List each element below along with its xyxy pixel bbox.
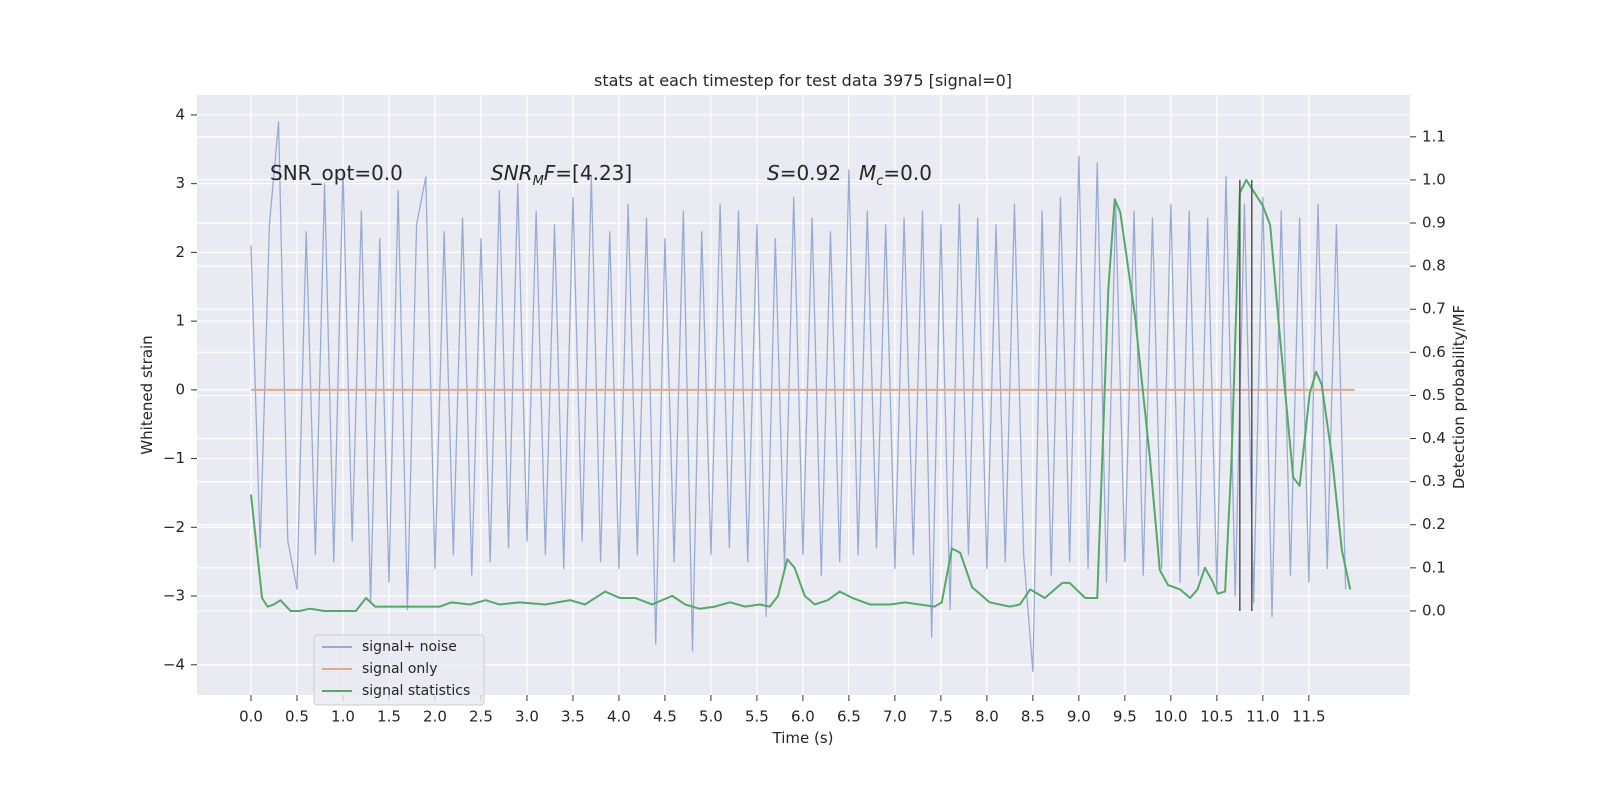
y2-tick-label: 0.6 — [1422, 343, 1446, 361]
annotation-part: F — [544, 161, 556, 185]
y2-tick-label: 0.2 — [1422, 515, 1446, 533]
annotation: S=0.92 — [767, 161, 841, 185]
annotation: Mc=0.0 — [859, 161, 932, 189]
y2-tick-label: 0.7 — [1422, 300, 1446, 318]
x-tick-label: 5.5 — [745, 708, 769, 726]
series-line — [249, 178, 1352, 612]
annotation-part: =[4.23] — [555, 161, 632, 185]
annotation: SNRMF=[4.23] — [491, 161, 632, 189]
marks: SNR_opt=0.0 SNRMF=[4.23] S=0.92 Mc=0.0 — [249, 121, 1355, 673]
y-tick-label: 1 — [175, 312, 185, 330]
y2-tick-label: 0.8 — [1422, 257, 1446, 275]
x-tick-label: 1.5 — [377, 708, 401, 726]
x-tick-label: 4.5 — [653, 708, 677, 726]
x-tick-label: 11.0 — [1246, 708, 1279, 726]
chart-title: stats at each timestep for test data 397… — [594, 71, 1012, 90]
x-tick-label: 8.0 — [975, 708, 999, 726]
x-tick-label: 5.0 — [699, 708, 723, 726]
axes: 0.0 0.5 1.0 1.5 2.0 2.5 3.0 3.5 4.0 4.5 5.0 5.5 6.0 6… — [163, 105, 1446, 725]
annotation-part: c — [876, 174, 883, 189]
x-tick-label: 2.5 — [469, 708, 493, 726]
x-tick-label: 9.0 — [1067, 708, 1091, 726]
x-tick-label: 6.0 — [791, 708, 815, 726]
y-tick-label: −1 — [163, 449, 185, 467]
y2-tick-label: 0.5 — [1422, 386, 1446, 404]
annotation-part: M — [859, 161, 876, 185]
annotation-part: SNR_opt=0.0 — [270, 161, 403, 185]
y2-tick-label: 0.1 — [1422, 558, 1446, 576]
annotation-part: SNR — [491, 161, 533, 185]
x-tick-label: 1.0 — [331, 708, 355, 726]
y2-tick-label: 0.4 — [1422, 429, 1446, 447]
y-tick-label: 2 — [175, 243, 185, 261]
y-tick-label: 0 — [175, 380, 185, 398]
x-tick-label: 10.5 — [1200, 708, 1233, 726]
series-line — [250, 121, 1347, 673]
x-tick-label: 11.5 — [1292, 708, 1325, 726]
y-tick-label: −3 — [163, 587, 185, 605]
y-axis-label: Whitened strain — [138, 335, 156, 454]
x-tick-label: 0.0 — [239, 708, 263, 726]
x-tick-label: 4.0 — [607, 708, 631, 726]
y2-tick-label: 0.9 — [1422, 214, 1446, 232]
x-tick-label: 2.0 — [423, 708, 447, 726]
annotation-part: S — [767, 161, 780, 185]
x-axis-label: Time (s) — [772, 729, 834, 747]
y2-tick-label: 0.0 — [1422, 601, 1446, 619]
legend: signal+ noise signal only signal statistic… — [313, 634, 485, 706]
x-tick-label: 0.5 — [285, 708, 309, 726]
y-tick-label: −2 — [163, 518, 185, 536]
legend-box — [313, 634, 485, 706]
annotation: SNR_opt=0.0 — [270, 161, 403, 185]
y-tick-label: 3 — [175, 174, 185, 192]
x-tick-label: 3.0 — [515, 708, 539, 726]
legend-label: signal only — [362, 661, 437, 677]
y-tick-label: −4 — [163, 655, 185, 673]
x-tick-label: 3.5 — [561, 708, 585, 726]
x-tick-label: 10.0 — [1154, 708, 1187, 726]
annotation-part: =0.92 — [780, 161, 841, 185]
legend-label: signal statistics — [362, 683, 470, 699]
x-tick-label: 7.5 — [929, 708, 953, 726]
y2-tick-label: 1.0 — [1422, 170, 1446, 188]
x-tick-label: 7.0 — [883, 708, 907, 726]
x-tick-label: 9.5 — [1113, 708, 1137, 726]
x-tick-label: 6.5 — [837, 708, 861, 726]
annotation-part: M — [533, 174, 544, 189]
x-tick-label: 8.5 — [1021, 708, 1045, 726]
annotation-part: =0.0 — [883, 161, 932, 185]
y-tick-label: 4 — [175, 105, 185, 123]
legend-label: signal+ noise — [362, 639, 457, 655]
y2-axis-label: Detection probability/MF — [1450, 305, 1468, 489]
y2-tick-label: 0.3 — [1422, 472, 1446, 490]
y2-tick-label: 1.1 — [1422, 127, 1446, 145]
